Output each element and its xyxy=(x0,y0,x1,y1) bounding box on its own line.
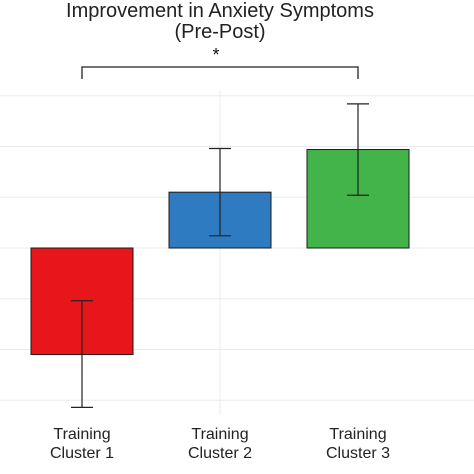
x-tick-label-line: Training xyxy=(329,426,386,443)
x-tick-label-line: Cluster 3 xyxy=(326,445,390,462)
x-tick-label-line: Training xyxy=(53,426,110,443)
x-tick-label-line: Cluster 1 xyxy=(50,445,114,462)
x-tick-label-3: Training Cluster 3 xyxy=(326,426,390,462)
x-tick-label-1: Training Cluster 1 xyxy=(50,426,114,462)
x-tick-label-line: Cluster 2 xyxy=(188,445,252,462)
x-tick-label-2: Training Cluster 2 xyxy=(188,426,252,462)
chart-subtitle: (Pre-Post) xyxy=(174,21,265,43)
error-bars xyxy=(71,103,369,408)
chart-title: Improvement in Anxiety Symptoms xyxy=(66,0,374,22)
significance-asterisk: * xyxy=(212,45,219,65)
significance-bracket: * xyxy=(81,45,359,79)
significance-line xyxy=(81,66,359,79)
x-tick-label-line: Training xyxy=(191,426,248,443)
